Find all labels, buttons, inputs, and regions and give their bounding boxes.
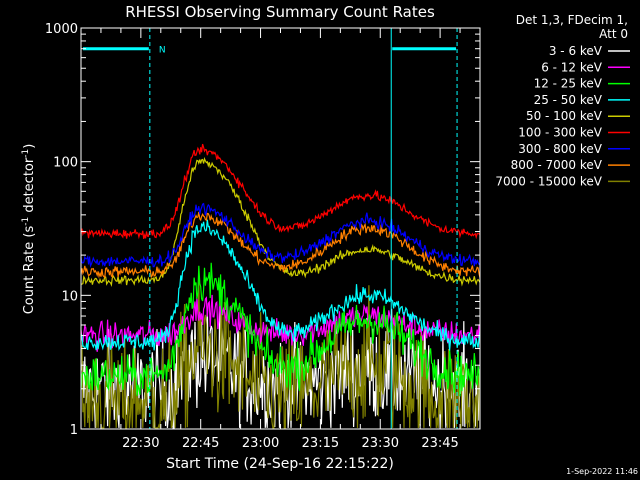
y-label-sup-1: -1 [21,217,31,226]
x-axis-label: Start Time (24-Sep-16 22:15:22) [166,456,394,472]
legend-header-2: Att 0 [599,27,628,41]
series-line-7 [81,211,480,279]
x-tick-label-0: 22:30 [122,436,159,451]
series-line-5 [81,143,480,240]
legend-label-6: 300 - 800 keV [518,142,602,156]
series-line-6 [81,202,480,268]
y-axis: 1 10 100 1000 [45,22,480,438]
chart-title: RHESSI Observing Summary Count Rates [125,3,435,21]
legend-label-7: 800 - 7000 keV [511,158,603,172]
x-tick-label-4: 23:30 [362,436,399,451]
series-line-2 [81,262,480,397]
y-label-part-3: ) [22,144,37,149]
legend-label-2: 12 - 25 keV [534,77,603,91]
legend-header-1: Det 1,3, FDecim 1, [516,13,628,27]
legend-label-4: 50 - 100 keV [526,109,603,123]
y-tick-label-0: 1 [70,423,78,438]
y-label-part-2: detector [22,157,37,217]
legend-label-8: 7000 - 15000 keV [495,174,602,188]
y-tick-label-3: 1000 [45,22,78,37]
x-axis: 22:30 22:45 23:00 23:15 23:30 23:45 [100,28,461,451]
series-layer [81,143,480,429]
legend-label-5: 100 - 300 keV [518,126,602,140]
series-line-3 [81,219,480,351]
series-line-8 [81,279,480,429]
x-tick-label-3: 23:15 [302,436,339,451]
y-axis-label: Count Rate (s-1 detector-1) [21,144,37,315]
y-label-sup-2: -1 [21,149,31,158]
x-tick-label-5: 23:45 [421,436,458,451]
legend-label-0: 3 - 6 keV [549,44,603,58]
y-label-part-1: Count Rate (s [22,226,37,315]
night-label-0: N [159,46,166,56]
legend: Det 1,3, FDecim 1, Att 0 3 - 6 keV 6 - 12… [495,13,630,188]
legend-label-3: 25 - 50 keV [534,93,603,107]
x-tick-label-1: 22:45 [182,436,219,451]
legend-label-1: 6 - 12 keV [541,60,603,74]
y-tick-label-2: 100 [53,156,78,171]
footer-date: 1-Sep-2022 11:46 [566,467,638,476]
series-line-4 [81,156,480,287]
x-tick-label-2: 23:00 [242,436,279,451]
y-tick-label-1: 10 [61,289,78,304]
